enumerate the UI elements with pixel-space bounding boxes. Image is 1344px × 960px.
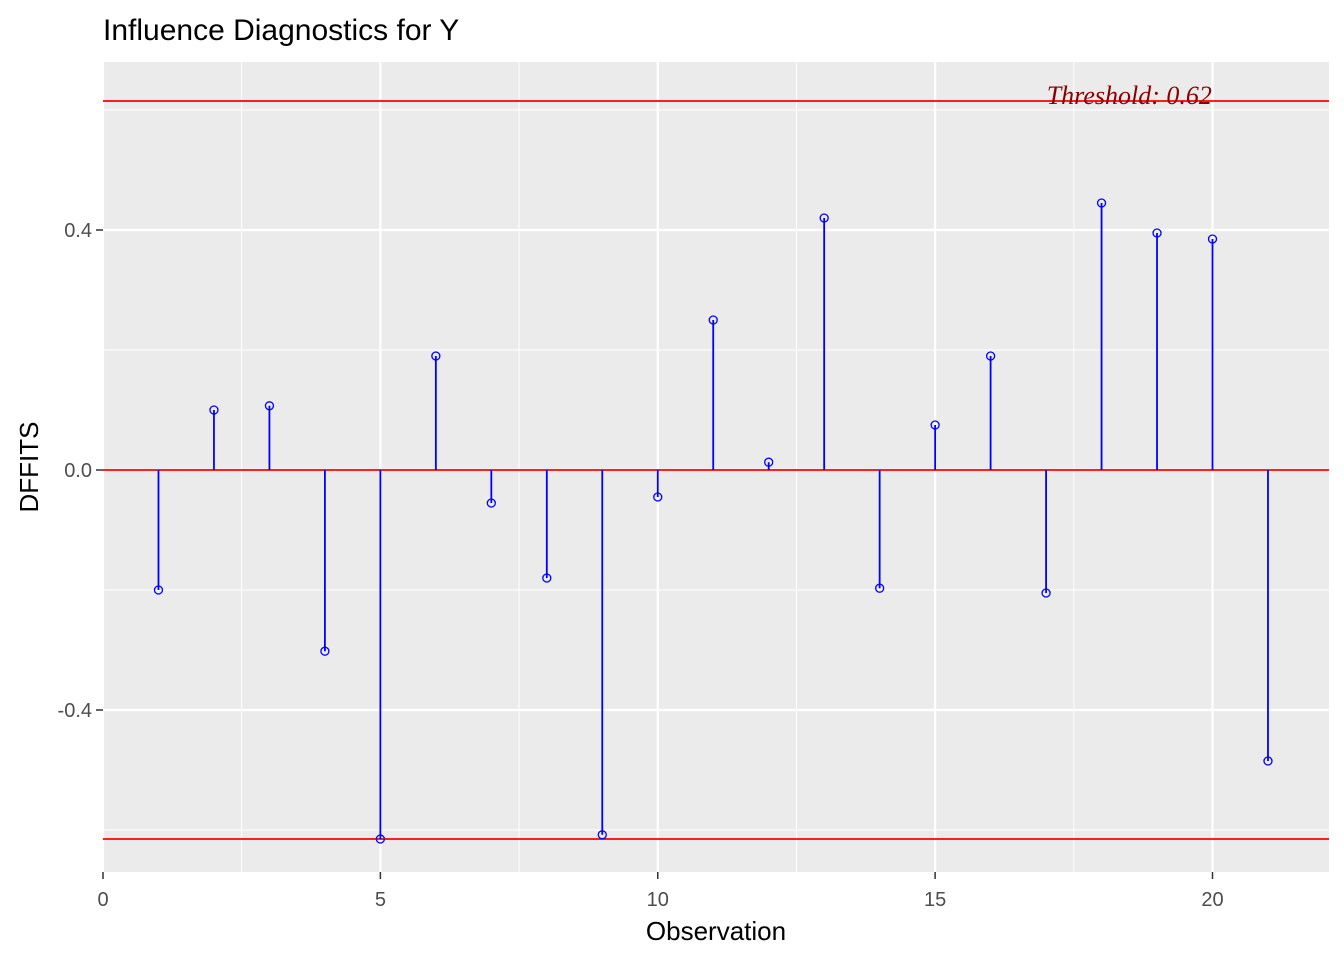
data-point [930,420,940,430]
chart-title: Influence Diagnostics for Y [103,14,459,47]
data-point [764,457,774,467]
data-point [1096,198,1107,208]
data-point [1152,228,1162,238]
reference-lines [103,100,1329,840]
data-point [375,834,386,844]
data-point [1041,588,1051,598]
y-tick-label: -0.4 [58,700,92,722]
data-point [1207,234,1218,244]
x-tick-label: 5 [375,889,386,911]
y-tick-label: 0.4 [64,220,92,242]
x-tick-label: 15 [924,889,946,911]
data-point [875,583,885,593]
y-axis-ticks: -0.4 0.0 0.4 [58,220,103,722]
data-point [597,830,607,840]
data-point [264,401,275,411]
data-point [431,351,441,361]
x-axis-title: Observation [646,916,786,946]
x-tick-label: 0 [97,889,108,911]
x-tick-label: 20 [1201,889,1223,911]
data-point [1263,756,1273,766]
data-point [153,585,164,595]
data-point [486,498,496,508]
threshold-annotation: Threshold: 0.62 [1047,81,1212,110]
data-point [320,646,330,656]
data-point [708,315,718,325]
data-point [209,405,219,415]
data-point [653,492,663,502]
y-tick-label: 0.0 [64,460,92,482]
x-tick-label: 10 [647,889,669,911]
stems [157,203,1269,839]
data-point [542,573,552,583]
y-axis-title: DFFITS [14,422,44,513]
data-point [985,351,996,361]
grid-minor [103,62,1329,872]
plot-panel [103,62,1329,872]
x-axis-ticks: 0 5 10 15 20 [97,872,1224,911]
data-point [819,213,829,223]
points [153,198,1273,844]
